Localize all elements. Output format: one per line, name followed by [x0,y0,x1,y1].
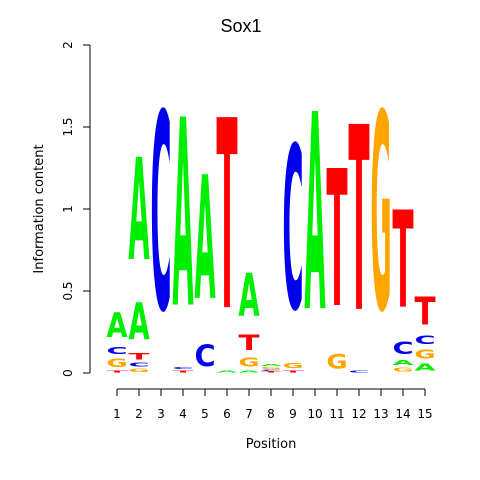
y-axis-label: Information content [32,144,47,273]
x-axis-label: Position [246,437,297,452]
logo-letter: C [260,370,281,372]
logo-letter: T [260,371,281,373]
logo-letter: G [238,355,259,370]
logo-letter: A [194,140,215,338]
chart-title: Sox1 [220,16,261,36]
logo-column: A [304,59,325,373]
logo-letter: A [238,261,259,330]
logo-column: AT [216,66,237,373]
logo-column: TGC [282,100,303,373]
y-tick-label: 1.5 [61,117,75,136]
logo-letter: A [304,59,325,373]
logo-column: G [370,59,391,373]
x-axis: 1 2 3 4 5 6 7 8 9 10 11 12 13 14 15 [113,388,433,421]
logo-letter: T [172,370,193,373]
logo-letter: G [282,362,303,370]
x-tick-label: 15 [417,407,432,421]
logo-letter: C [150,58,171,373]
logo-letter: T [106,370,127,373]
y-tick-label: 2 [61,41,75,49]
logo-letter: T [216,66,237,369]
logo-letter: T [414,291,435,335]
x-tick-label: 4 [179,407,187,421]
logo-letter: A [106,307,127,345]
logo-letter: A [392,358,414,366]
x-tick-label: 10 [307,407,322,421]
logo-letter: C [282,100,303,361]
logo-letter: T [392,183,413,339]
logo-letter: T [348,73,369,369]
logo-letter: T [282,370,303,373]
x-tick-label: 12 [351,407,366,421]
logo-letter: C [128,362,149,368]
logo-column: TCA [172,67,193,373]
x-tick-label: 13 [373,407,388,421]
y-tick-label: 1 [61,205,75,213]
logo-letter: G [326,351,347,373]
logo-letter: A [172,67,193,367]
logo-column: C [150,58,171,373]
logo-letter: A [128,292,150,352]
x-tick-label: 2 [135,407,143,421]
logo-letter: G [128,368,149,373]
logo-letter: A [260,363,281,366]
logo-letter: G [106,357,127,370]
logo-letter: A [238,370,259,373]
logo-letter: G [370,59,391,373]
logo-letter: A [414,362,435,373]
logo-letter: A [216,370,237,373]
logo-column: GT [326,131,347,374]
logo-letter: C [106,346,127,357]
x-tick-label: 6 [223,407,231,421]
logo-letter: T [128,352,150,362]
x-tick-label: 14 [395,407,410,421]
logo-letter: C [414,334,435,347]
logo-letter: C [172,366,193,369]
x-tick-label: 1 [113,407,121,421]
logo-letter: T [326,131,347,350]
x-tick-label: 11 [329,407,344,421]
logo-column: CT [348,73,369,373]
logo-letter: G [260,367,281,370]
y-axis: 0 0.5 1 1.5 2 [61,41,91,377]
x-tick-label: 8 [267,407,275,421]
x-tick-label: 3 [157,407,165,421]
logo-letter: C [194,339,215,373]
logo-letter: A [128,129,149,293]
x-tick-label: 5 [201,407,209,421]
logo-column: CA [194,140,215,373]
x-tick-label: 9 [289,407,297,421]
logo-letter: T [238,331,259,356]
logo-letter: G [414,347,435,362]
y-tick-label: 0 [61,369,75,377]
logo-letter: C [392,339,413,359]
y-tick-label: 0.5 [61,281,75,300]
x-tick-label: 7 [245,407,253,421]
logo-letter: C [348,370,369,373]
logo-letter: G [392,367,413,373]
